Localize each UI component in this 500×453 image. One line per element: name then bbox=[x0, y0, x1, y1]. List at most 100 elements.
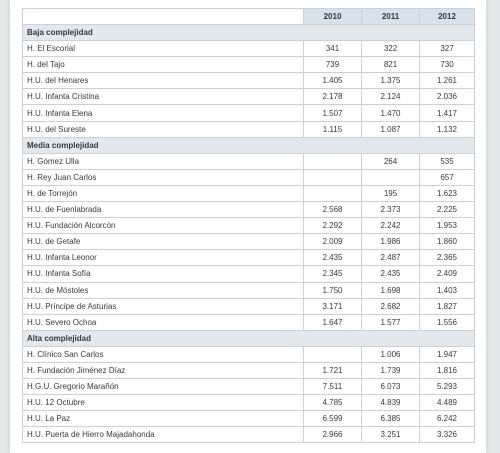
value-cell: 657 bbox=[419, 168, 475, 186]
table-row: H. Fundación Jiménez Díaz 1.721 1.739 1.816 bbox=[22, 361, 475, 380]
table-body: Baja complejidad H. El Escorial 341 322 327 H… bbox=[22, 23, 475, 444]
value-cell: 1.827 bbox=[419, 297, 475, 315]
value-cell: 1.623 bbox=[419, 184, 475, 203]
column-header-year: 2011 bbox=[361, 8, 420, 25]
value-cell: 4.785 bbox=[303, 394, 362, 412]
table-row: H.U. de Móstoles 1.750 1.698 1.403 bbox=[22, 281, 475, 299]
value-cell: 1.261 bbox=[419, 72, 475, 90]
value-cell: 2.345 bbox=[303, 265, 362, 283]
value-cell: 264 bbox=[361, 152, 420, 170]
hospital-name-cell: H.G.U. Gregorio Marañón bbox=[22, 378, 304, 396]
value-cell bbox=[303, 168, 362, 186]
table-row: H. El Escorial 341 322 327 bbox=[22, 40, 475, 58]
value-cell: 2.009 bbox=[303, 233, 362, 251]
section-title: Alta complejidad bbox=[22, 329, 475, 347]
table-row: H.U. Infanta Cristina 2.178 2.124 2.036 bbox=[22, 88, 475, 106]
table-row: H. del Tajo 739 821 730 bbox=[22, 56, 475, 74]
value-cell: 341 bbox=[303, 40, 362, 58]
value-cell: 2.568 bbox=[303, 201, 362, 219]
table-row: H.U. La Paz 6.599 6.385 6.242 bbox=[22, 410, 475, 428]
hospital-name-cell: H.U. Príncipe de Asturias bbox=[22, 297, 304, 315]
hospital-name-cell: H.U. de Móstoles bbox=[22, 281, 304, 299]
value-cell: 4.489 bbox=[419, 394, 475, 412]
value-cell: 1.417 bbox=[419, 104, 475, 122]
value-cell: 821 bbox=[361, 56, 420, 74]
value-cell: 1.721 bbox=[303, 361, 362, 380]
value-cell: 739 bbox=[303, 56, 362, 74]
table-row: H.U. del Sureste 1.115 1.087 1.132 bbox=[22, 120, 475, 138]
value-cell: 1.403 bbox=[419, 281, 475, 299]
value-cell: 1.507 bbox=[303, 104, 362, 122]
hospital-name-cell: H.U. del Sureste bbox=[22, 120, 304, 138]
hospital-name-cell: H.U. de Fuenlabrada bbox=[22, 201, 304, 219]
table-row: H.G.U. Gregorio Marañón 7.511 6.073 5.293 bbox=[22, 378, 475, 396]
value-cell: 1.577 bbox=[361, 313, 420, 331]
section-header-row: Media complejidad bbox=[22, 136, 475, 154]
value-cell: 3.171 bbox=[303, 297, 362, 315]
value-cell bbox=[361, 168, 420, 186]
section-title: Media complejidad bbox=[22, 136, 475, 154]
hospital-name-cell: H.U. Infanta Cristina bbox=[22, 88, 304, 106]
value-cell: 2.409 bbox=[419, 265, 475, 283]
section-title: Baja complejidad bbox=[22, 23, 475, 42]
hospital-name-cell: H.U. del Henares bbox=[22, 72, 304, 90]
hospital-name-cell: H. del Tajo bbox=[22, 56, 304, 74]
value-cell: 1.132 bbox=[419, 120, 475, 138]
value-cell: 2.373 bbox=[361, 201, 420, 219]
table-row: H.U. Fundación Alcorcón 2.292 2.242 1.953 bbox=[22, 217, 475, 235]
value-cell: 3.251 bbox=[361, 426, 420, 444]
value-cell: 1.556 bbox=[419, 313, 475, 331]
table-row: H.U. Severo Ochoa 1.647 1.577 1.556 bbox=[22, 313, 475, 331]
value-cell: 1.115 bbox=[303, 120, 362, 138]
hospital-name-cell: H.U. Fundación Alcorcón bbox=[22, 217, 304, 235]
hospital-name-cell: H.U. de Getafe bbox=[22, 233, 304, 251]
value-cell: 1.816 bbox=[419, 361, 475, 380]
value-cell: 1.087 bbox=[361, 120, 420, 138]
value-cell: 4.839 bbox=[361, 394, 420, 412]
value-cell: 730 bbox=[419, 56, 475, 74]
value-cell: 1.375 bbox=[361, 72, 420, 90]
value-cell: 2.682 bbox=[361, 297, 420, 315]
value-cell: 1.750 bbox=[303, 281, 362, 299]
value-cell: 1.947 bbox=[419, 345, 475, 363]
hospital-name-cell: H. Clínico San Carlos bbox=[22, 345, 304, 363]
value-cell: 2.178 bbox=[303, 88, 362, 106]
hospital-name-cell: H.U. Puerta de Hierro Majadahonda bbox=[22, 426, 304, 444]
value-cell: 195 bbox=[361, 184, 420, 203]
table-row: H. Clínico San Carlos 1.006 1.947 bbox=[22, 345, 475, 363]
table-row: H. Gómez Ulla 264 535 bbox=[22, 152, 475, 170]
value-cell: 1.986 bbox=[361, 233, 420, 251]
table-row: H.U. Infanta Elena 1.507 1.470 1.417 bbox=[22, 104, 475, 122]
value-cell: 3.326 bbox=[419, 426, 475, 444]
column-header-year: 2010 bbox=[303, 8, 362, 25]
hospital-name-cell: H.U. Infanta Sofía bbox=[22, 265, 304, 283]
value-cell bbox=[303, 152, 362, 170]
value-cell: 535 bbox=[419, 152, 475, 170]
hospital-data-table: 2010 2011 2012 Baja complejidad H. El Esc… bbox=[22, 8, 475, 444]
table-row: H.U. de Fuenlabrada 2.568 2.373 2.225 bbox=[22, 201, 475, 219]
value-cell: 6.599 bbox=[303, 410, 362, 428]
hospital-name-cell: H. Rey Juan Carlos bbox=[22, 168, 304, 186]
hospital-name-cell: H.U. 12 Octubre bbox=[22, 394, 304, 412]
value-cell: 322 bbox=[361, 40, 420, 58]
column-header-year: 2012 bbox=[419, 8, 475, 25]
table-row: H. Rey Juan Carlos 657 bbox=[22, 168, 475, 186]
value-cell: 2.124 bbox=[361, 88, 420, 106]
value-cell: 2.435 bbox=[361, 265, 420, 283]
value-cell: 2.242 bbox=[361, 217, 420, 235]
hospital-name-cell: H.U. La Paz bbox=[22, 410, 304, 428]
table-row: H. de Torrejón 195 1.623 bbox=[22, 184, 475, 203]
hospital-name-cell: H. El Escorial bbox=[22, 40, 304, 58]
table-row: H.U. Puerta de Hierro Majadahonda 2.966 3.… bbox=[22, 426, 475, 444]
hospital-name-cell: H. Fundación Jiménez Díaz bbox=[22, 361, 304, 380]
value-cell: 6.073 bbox=[361, 378, 420, 396]
table-panel: 2010 2011 2012 Baja complejidad H. El Esc… bbox=[10, 0, 486, 453]
hospital-name-cell: H. Gómez Ulla bbox=[22, 152, 304, 170]
table-header: 2010 2011 2012 bbox=[22, 8, 475, 25]
hospital-name-cell: H.U. Infanta Elena bbox=[22, 104, 304, 122]
value-cell: 5.293 bbox=[419, 378, 475, 396]
value-cell: 1.739 bbox=[361, 361, 420, 380]
value-cell: 1.698 bbox=[361, 281, 420, 299]
value-cell: 6.242 bbox=[419, 410, 475, 428]
value-cell: 2.292 bbox=[303, 217, 362, 235]
